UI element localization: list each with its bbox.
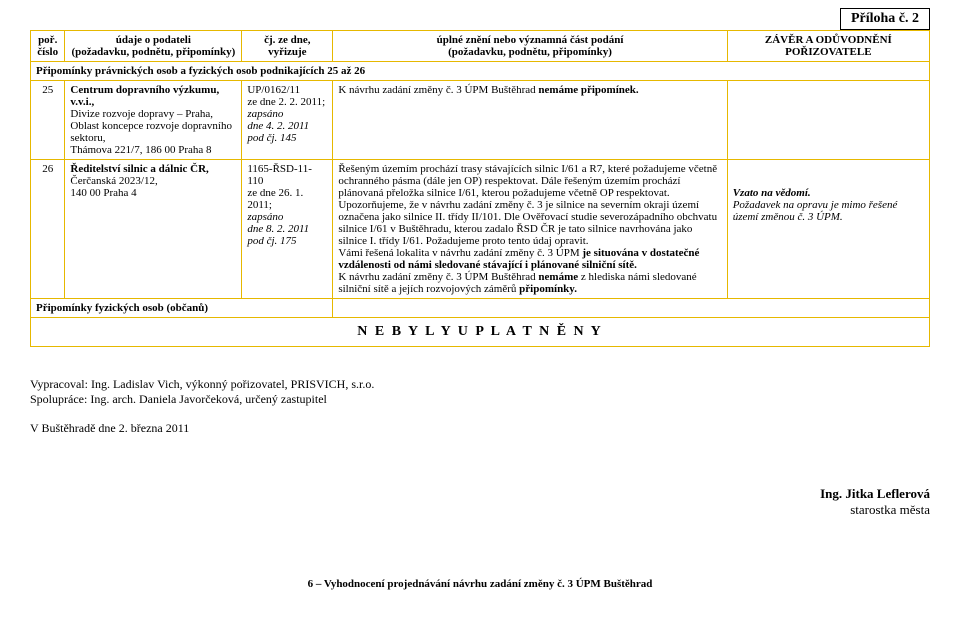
- attachment-badge: Příloha č. 2: [840, 8, 930, 30]
- header-row: poř. číslo údaje o podateli (požadavku, …: [31, 31, 930, 62]
- main-table: poř. číslo údaje o podateli (požadavku, …: [30, 30, 930, 347]
- row25-cj-l2: ze dne 2. 2. 2011;: [247, 96, 325, 108]
- row26-podatel: Ředitelství silnic a dálnic ČR, Čerčansk…: [65, 160, 242, 299]
- signature-block: Ing. Jitka Leflerová starostka města: [30, 486, 930, 518]
- row26-zneni-p2: Upozorňujeme, že v návrhu zadání změny č…: [338, 199, 717, 247]
- th-zneni: úplné znění nebo významná část podání (p…: [333, 31, 727, 62]
- section2-blank: [333, 299, 930, 318]
- row26-cj-l4: dne 8. 2. 2011: [247, 223, 309, 235]
- row26-podatel-l3: 140 00 Praha 4: [70, 187, 136, 199]
- th-cj-l1: čj. ze dne,: [264, 34, 310, 46]
- th-cj: čj. ze dne, vyřizuje: [242, 31, 333, 62]
- row26-zneni-p4d: připomínky.: [519, 283, 577, 295]
- row26-cj-l3: zapsáno: [247, 211, 283, 223]
- row25-zaver: [727, 81, 929, 160]
- row25-num: 25: [31, 81, 65, 160]
- nebyly-text: N E B Y L Y U P L A T N Ě N Y: [357, 324, 603, 339]
- row26-cj: 1165-ŘSD-11-110 ze dne 26. 1. 2011; zaps…: [242, 160, 333, 299]
- row25-cj-l5: pod čj. 145: [247, 132, 296, 144]
- row26-cj-l2: ze dne 26. 1. 2011;: [247, 187, 303, 211]
- footer-line3: V Buštěhradě dne 2. března 2011: [30, 421, 930, 436]
- row26-zaver-l1: Vzato na vědomí.: [733, 187, 811, 199]
- footer-line2: Spolupráce: Ing. arch. Daniela Javorčeko…: [30, 392, 930, 407]
- row26-zneni-p4a: K návrhu zadání změny č. 3 ÚPM Buštěhrad: [338, 271, 538, 283]
- row26-zneni: Řešeným územím prochází trasy stávajícíc…: [333, 160, 727, 299]
- page-footer: 6 – Vyhodnocení projednávání návrhu zadá…: [30, 578, 930, 590]
- section-row-2: Připomínky fyzických osob (občanů): [31, 299, 930, 318]
- row26-cj-l1: 1165-ŘSD-11-110: [247, 163, 312, 187]
- row25-zneni: K návrhu zadání změny č. 3 ÚPM Buštěhrad…: [333, 81, 727, 160]
- th-num-l1: poř.: [38, 34, 57, 46]
- th-zaver: ZÁVĚR A ODŮVODNĚNÍ POŘIZOVATELE: [727, 31, 929, 62]
- row26-num: 26: [31, 160, 65, 299]
- section2-title-cell: Připomínky fyzických osob (občanů): [31, 299, 333, 318]
- row25-zneni-text: K návrhu zadání změny č. 3 ÚPM Buštěhrad…: [338, 84, 638, 96]
- th-podatel-l1: údaje o podateli: [116, 34, 191, 46]
- row25-cj-l3: zapsáno: [247, 108, 283, 120]
- row26-podatel-b: Ředitelství silnic a dálnic ČR,: [70, 163, 208, 175]
- th-podatel-l2: (požadavku, podnětu, připomínky): [71, 46, 235, 58]
- th-zaver-l1: ZÁVĚR A ODŮVODNĚNÍ: [765, 34, 892, 46]
- row25-cj: UP/0162/11 ze dne 2. 2. 2011; zapsáno dn…: [242, 81, 333, 160]
- row26-cj-l5: pod čj. 175: [247, 235, 296, 247]
- row26-podatel-l2: Čerčanská 2023/12,: [70, 175, 157, 187]
- th-zneni-l2: (požadavku, podnětu, připomínky): [448, 46, 612, 58]
- footer-line1: Vypracoval: Ing. Ladislav Vich, výkonný …: [30, 377, 930, 392]
- section-row-1: Připomínky právnických osob a fyzických …: [31, 62, 930, 81]
- row25-podatel-l3: Oblast koncepce rozvoje dopravního sekto…: [70, 120, 232, 144]
- signature-role: starostka města: [30, 502, 930, 518]
- row26-zneni-p3a: Vámi řešená lokalita v návrhu zadání změ…: [338, 247, 582, 259]
- signature-name: Ing. Jitka Leflerová: [30, 486, 930, 502]
- table-row-26: 26 Ředitelství silnic a dálnic ČR, Čerča…: [31, 160, 930, 299]
- nebyly-row: N E B Y L Y U P L A T N Ě N Y: [31, 318, 930, 347]
- row26-zaver-l2: Požadavek na opravu je mimo řešené území…: [733, 199, 898, 223]
- th-num: poř. číslo: [31, 31, 65, 62]
- row26-zaver: Vzato na vědomí. Požadavek na opravu je …: [727, 160, 929, 299]
- row25-podatel-l2: Divize rozvoje dopravy – Praha,: [70, 108, 213, 120]
- th-podatel: údaje o podateli (požadavku, podnětu, př…: [65, 31, 242, 62]
- th-zaver-l2: POŘIZOVATELE: [785, 46, 871, 58]
- row25-cj-l4: dne 4. 2. 2011: [247, 120, 309, 132]
- nebyly-cell: N E B Y L Y U P L A T N Ě N Y: [31, 318, 930, 347]
- th-num-l2: číslo: [37, 46, 58, 58]
- footer-block: Vypracoval: Ing. Ladislav Vich, výkonný …: [30, 377, 930, 436]
- row25-podatel-l4: Thámova 221/7, 186 00 Praha 8: [70, 144, 211, 156]
- section1-title-cell: Připomínky právnických osob a fyzických …: [31, 62, 930, 81]
- row25-cj-l1: UP/0162/11: [247, 84, 300, 96]
- th-zneni-l1: úplné znění nebo významná část podání: [437, 34, 624, 46]
- th-cj-l2: vyřizuje: [268, 46, 306, 58]
- row26-zneni-p4b: nemáme: [538, 271, 578, 283]
- row25-podatel: Centrum dopravního výzkumu, v.v.i., Divi…: [65, 81, 242, 160]
- table-row-25: 25 Centrum dopravního výzkumu, v.v.i., D…: [31, 81, 930, 160]
- row26-zneni-p1: Řešeným územím prochází trasy stávajícíc…: [338, 163, 717, 199]
- page-footer-text: 6 – Vyhodnocení projednávání návrhu zadá…: [308, 578, 653, 590]
- row25-podatel-b: Centrum dopravního výzkumu, v.v.i.,: [70, 84, 219, 108]
